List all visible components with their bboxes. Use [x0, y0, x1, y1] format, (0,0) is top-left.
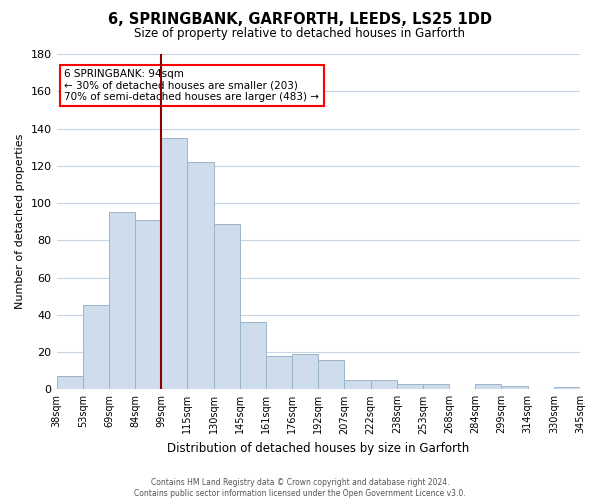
Bar [187, 162, 214, 390]
Bar [423, 384, 449, 390]
Bar [266, 356, 292, 390]
Text: 6, SPRINGBANK, GARFORTH, LEEDS, LS25 1DD: 6, SPRINGBANK, GARFORTH, LEEDS, LS25 1DD [108, 12, 492, 28]
Bar [475, 384, 502, 390]
Bar [397, 384, 423, 390]
Bar [292, 354, 318, 390]
Bar [109, 212, 135, 390]
Y-axis label: Number of detached properties: Number of detached properties [15, 134, 25, 310]
Text: Contains HM Land Registry data © Crown copyright and database right 2024.
Contai: Contains HM Land Registry data © Crown c… [134, 478, 466, 498]
Bar [83, 306, 109, 390]
Text: 6 SPRINGBANK: 94sqm
← 30% of detached houses are smaller (203)
70% of semi-detac: 6 SPRINGBANK: 94sqm ← 30% of detached ho… [64, 69, 319, 102]
Bar [135, 220, 161, 390]
Bar [214, 224, 240, 390]
X-axis label: Distribution of detached houses by size in Garforth: Distribution of detached houses by size … [167, 442, 469, 455]
Bar [318, 360, 344, 390]
Bar [56, 376, 83, 390]
Bar [161, 138, 187, 390]
Bar [554, 388, 580, 390]
Text: Size of property relative to detached houses in Garforth: Size of property relative to detached ho… [134, 28, 466, 40]
Bar [344, 380, 371, 390]
Bar [502, 386, 527, 390]
Bar [371, 380, 397, 390]
Bar [240, 322, 266, 390]
